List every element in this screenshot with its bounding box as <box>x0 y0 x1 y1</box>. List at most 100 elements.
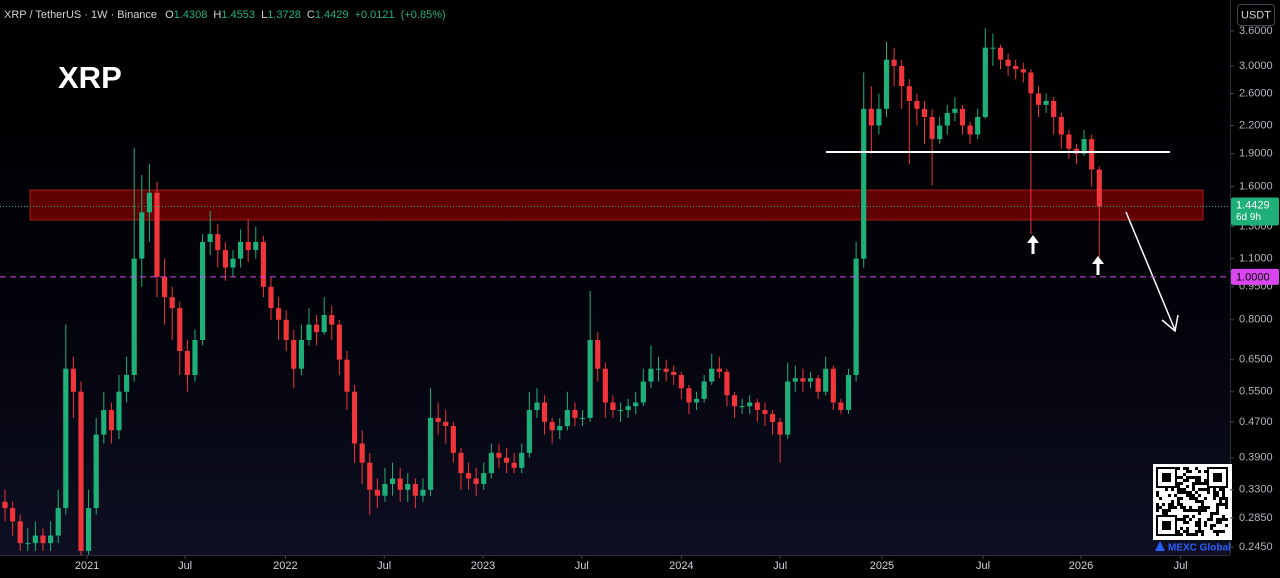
qr-cell <box>1198 479 1201 482</box>
candle-body <box>724 371 730 396</box>
qr-cell <box>1186 494 1189 497</box>
candle-body <box>762 410 768 414</box>
qr-cell <box>1201 488 1204 491</box>
qr-cell <box>1195 482 1198 485</box>
ohlc-value: 1.4553 <box>221 9 255 21</box>
currency-button[interactable]: USDT <box>1237 4 1275 26</box>
candle-body <box>807 378 814 382</box>
qr-cell <box>1198 518 1201 521</box>
qr-cell <box>1180 506 1183 509</box>
candle-body <box>2 501 8 509</box>
qr-cell <box>1213 497 1216 500</box>
qr-cell <box>1201 509 1204 512</box>
candle-body <box>374 489 380 496</box>
y-tick-label: 0.6500 <box>1239 354 1273 366</box>
candle-body <box>237 241 244 259</box>
candle-body <box>199 241 206 341</box>
currency-label[interactable]: USDT <box>1241 9 1271 21</box>
candle-body <box>139 212 145 259</box>
qr-cell <box>1192 497 1195 500</box>
qr-cell <box>1186 470 1189 473</box>
qr-cell <box>1204 482 1207 485</box>
qr-cell <box>1168 506 1171 509</box>
qr-cell <box>1225 524 1228 527</box>
candle-body <box>959 108 966 126</box>
qr-cell <box>1192 509 1195 512</box>
qr-cell <box>1204 488 1207 491</box>
qr-cell <box>1216 506 1219 509</box>
qr-cell <box>1174 506 1177 509</box>
candle-body <box>268 286 274 309</box>
qr-cell <box>1195 467 1198 470</box>
qr-cell <box>1189 470 1192 473</box>
candle-body <box>162 276 168 298</box>
candle-body <box>344 359 350 392</box>
candle-body <box>245 241 251 251</box>
candle-body <box>70 368 76 392</box>
qr-cell <box>1189 506 1192 509</box>
qr-cell <box>1177 497 1180 500</box>
change-percent: (+0.85%) <box>401 9 446 21</box>
candle-body <box>184 350 190 376</box>
qr-cell <box>1180 488 1183 491</box>
y-tick-label: 1.1000 <box>1239 253 1273 265</box>
candle-body <box>557 426 563 431</box>
candle-body <box>906 86 912 101</box>
candle-body <box>975 116 981 135</box>
candle-body <box>458 452 464 474</box>
candle-body <box>382 484 388 496</box>
qr-cell <box>1177 467 1180 470</box>
candle-body <box>101 410 107 435</box>
qr-cell <box>1201 533 1204 536</box>
candle-body <box>564 410 570 427</box>
ohlc-key: L <box>261 9 267 21</box>
qr-cell <box>1207 518 1210 521</box>
candle-body <box>367 462 373 490</box>
qr-cell <box>1219 521 1222 524</box>
last-price-tag <box>1231 197 1279 226</box>
qr-cell <box>1183 509 1186 512</box>
qr-cell <box>1180 482 1183 485</box>
qr-cell <box>1162 509 1165 512</box>
qr-cell <box>1195 491 1198 494</box>
candle-body <box>450 426 456 453</box>
candle-body <box>937 125 943 140</box>
qr-cell <box>1195 521 1198 524</box>
qr-finder-core <box>1162 521 1171 530</box>
plot-background <box>0 0 1230 555</box>
candle-body <box>336 324 342 360</box>
qr-cell <box>1210 518 1213 521</box>
candle-body <box>25 543 31 545</box>
candle-body <box>914 100 920 109</box>
qr-cell <box>1198 470 1201 473</box>
watermark-logo <box>1155 541 1165 551</box>
qr-cell <box>1219 488 1222 491</box>
qr-cell <box>1171 500 1174 503</box>
qr-cell <box>1156 494 1159 497</box>
qr-cell <box>1177 476 1180 479</box>
qr-cell <box>1225 497 1228 500</box>
qr-cell <box>1180 497 1183 500</box>
candle-body <box>1058 116 1064 135</box>
qr-cell <box>1183 506 1186 509</box>
qr-cell <box>1222 488 1225 491</box>
up-arrow <box>1092 256 1104 275</box>
qr-cell <box>1207 488 1210 491</box>
qr-cell <box>1198 494 1201 497</box>
candle-body <box>519 452 525 468</box>
candle-body <box>686 388 692 403</box>
candle-body <box>990 47 996 49</box>
candle-body <box>815 378 821 392</box>
qr-finder-core <box>1162 473 1171 482</box>
symbol-info: XRP / TetherUS · 1W · Binance <box>4 9 157 21</box>
qr-cell <box>1219 530 1222 533</box>
qr-cell <box>1171 503 1174 506</box>
candle-body <box>754 402 760 411</box>
ohlc-value: 1.3728 <box>267 9 301 21</box>
qr-cell <box>1192 488 1195 491</box>
qr-cell <box>1177 533 1180 536</box>
qr-cell <box>1195 479 1198 482</box>
candle-body <box>55 508 61 536</box>
qr-cell <box>1213 512 1216 515</box>
qr-cell <box>1201 503 1204 506</box>
